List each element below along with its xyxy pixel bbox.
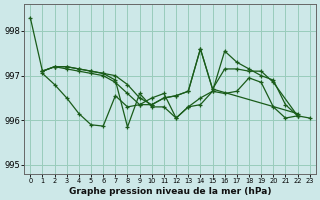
X-axis label: Graphe pression niveau de la mer (hPa): Graphe pression niveau de la mer (hPa): [69, 187, 271, 196]
